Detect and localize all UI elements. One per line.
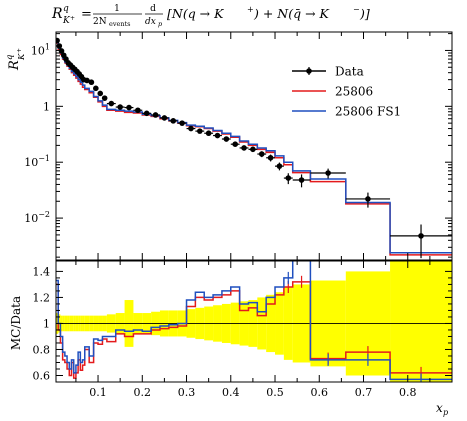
main-panel [56, 37, 452, 259]
y-tick-label-ratio: 0.6 [33, 369, 51, 382]
ylabel-R-subsup: + [16, 48, 23, 53]
title-frac1-den: 2N [93, 17, 107, 27]
data-point [241, 145, 247, 151]
legend-label-1: 25806 [335, 85, 373, 99]
data-point [170, 118, 177, 124]
x-tick-label: 0.5 [266, 386, 284, 399]
ylabel-R: R [7, 60, 22, 71]
y-tick-label-exp: 1 [45, 42, 50, 51]
title-frac2-num: d [150, 4, 156, 14]
data-point [152, 112, 159, 118]
data-point [214, 132, 221, 139]
y-tick-label-main: 1 [43, 100, 50, 113]
y-tick-label-exp: −2 [38, 210, 50, 219]
title-bracket-sup1: + [247, 5, 254, 14]
data-point [179, 120, 185, 126]
main-frame [55, 31, 453, 261]
data-point [188, 125, 194, 132]
ratio-frame [55, 260, 453, 383]
axes: 0.1 0.2 0.3 0.4 0.5 0.6 0.7 0.8101110−110−20.60… [24, 31, 453, 399]
ratio-line-blue [56, 261, 452, 381]
y-tick-label-main: 10−2 [24, 210, 50, 225]
data-point [196, 128, 203, 134]
y-axis-label-ratio: MC/Data [9, 296, 23, 350]
data-point [161, 115, 168, 121]
y-tick-label-main: 101 [31, 42, 50, 57]
x-tick-label: 0.2 [134, 386, 152, 399]
title-bracket-end: )] [359, 6, 370, 21]
ylabel-R-sub: K [17, 53, 27, 61]
title-bracket: [N(q → K [167, 6, 224, 21]
title-R-subsup: + [70, 15, 75, 22]
data-point [276, 163, 283, 169]
chart-title: R q K + = 1 2N events d dx p [N(q → K + … [51, 4, 370, 28]
y-tick-label-ratio: 0.8 [33, 343, 51, 356]
xlabel-sub: p [443, 408, 448, 417]
x-tick-label: 0.6 [311, 386, 329, 399]
title-R-sub: K [62, 16, 71, 26]
title-frac2-den-sub: p [158, 20, 163, 28]
data-point [143, 110, 150, 117]
y-tick-label-ratio: 1 [43, 317, 50, 330]
y-tick-label-exp: −1 [38, 154, 50, 163]
y-tick-label-ratio: 1.2 [33, 291, 51, 304]
data-point [232, 141, 238, 147]
x-tick-label: 0.8 [399, 386, 417, 399]
data-point [285, 175, 292, 181]
data-point [418, 233, 424, 239]
data-point [205, 130, 212, 137]
title-frac1-den-sub: events [109, 20, 131, 28]
legend-label-0: Data [335, 65, 364, 79]
data-point [325, 170, 331, 176]
title-equals: = [81, 7, 92, 22]
data-point [117, 104, 123, 110]
title-bracket-mid: ) + N(q̄ → K [253, 6, 330, 21]
legend: Data 25806 25806 FS1 [292, 65, 401, 119]
data-point [223, 136, 230, 142]
x-tick-label: 0.4 [222, 386, 240, 399]
title-frac2-den: dx [145, 17, 156, 27]
legend-label-2: 25806 FS1 [335, 105, 401, 119]
data-point [258, 151, 265, 157]
ratio-panel [56, 261, 452, 382]
data-point [56, 37, 60, 44]
x-tick-label: 0.7 [355, 386, 373, 399]
title-frac1-num: 1 [114, 4, 120, 14]
data-point [365, 196, 371, 202]
data-point [88, 79, 95, 86]
ratio-band-bin [390, 261, 452, 382]
title-R-sup: q [63, 4, 69, 14]
data-point [108, 100, 115, 107]
data-point [97, 90, 104, 97]
title-R: R [51, 6, 63, 22]
data-point [93, 85, 99, 92]
y-tick-label-main: 10−1 [24, 154, 50, 169]
data-point [250, 146, 256, 153]
y-axis-label-main: R q K + [5, 48, 27, 71]
data-point [267, 154, 274, 161]
y-tick-label-ratio: 1.4 [33, 265, 51, 278]
x-axis-label: x p [436, 401, 448, 417]
x-tick-label: 0.1 [89, 386, 107, 399]
data-point [84, 77, 90, 84]
xlabel-x: x [436, 401, 443, 415]
x-tick-label: 0.3 [178, 386, 196, 399]
data-point [101, 95, 108, 101]
ylabel-R-sup: q [5, 54, 15, 60]
title-bracket-sup2: − [353, 5, 360, 14]
data-point [56, 43, 63, 49]
data-point [298, 177, 305, 183]
data-point [135, 107, 141, 114]
data-point [126, 104, 132, 111]
